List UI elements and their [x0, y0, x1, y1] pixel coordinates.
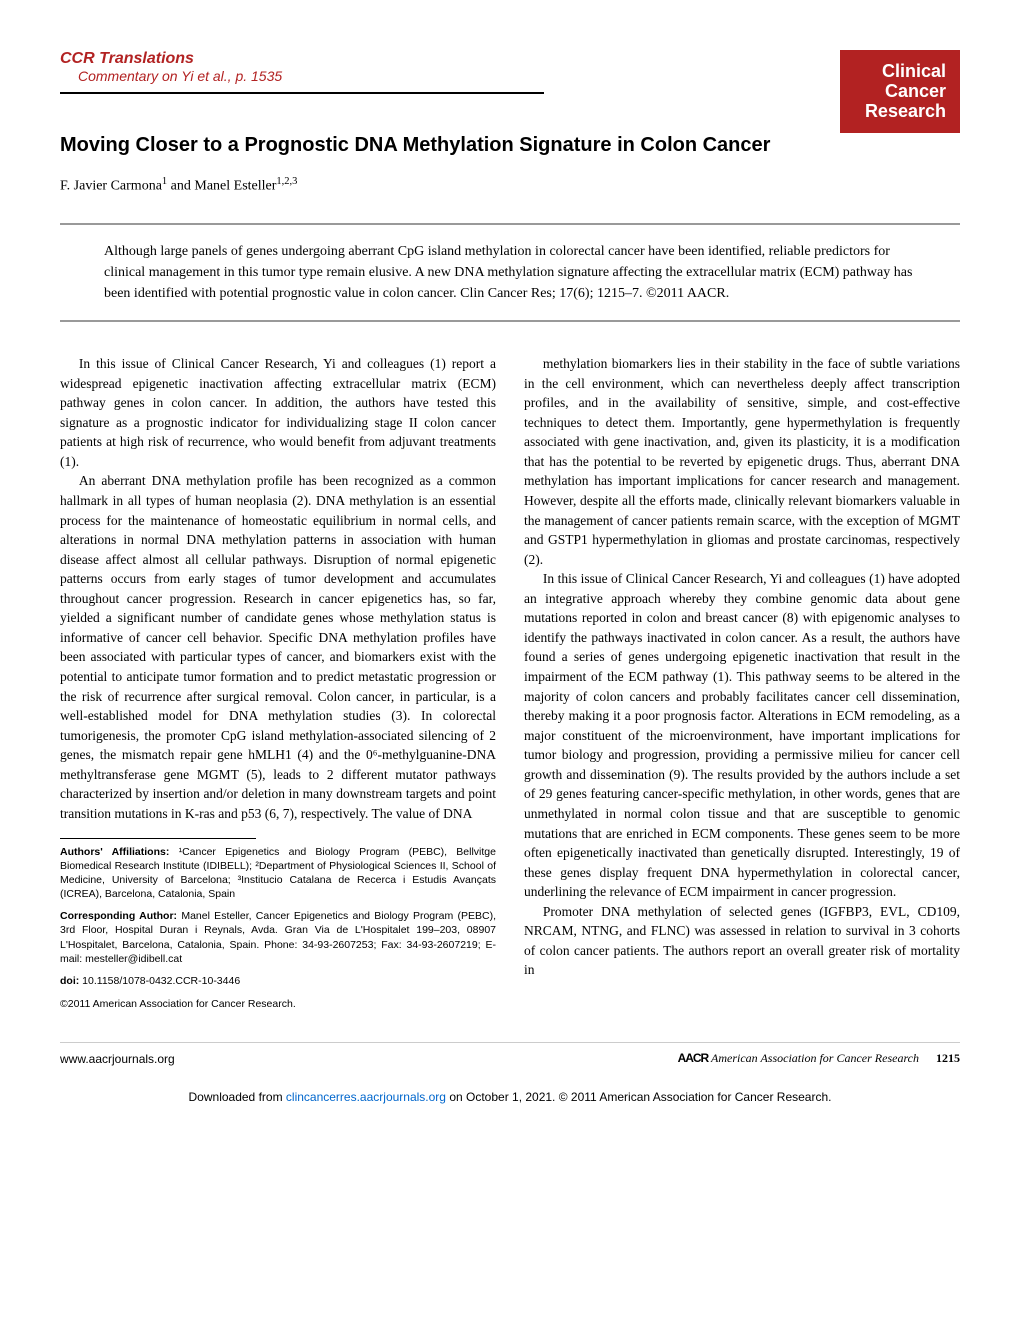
- abstract-box: Although large panels of genes undergoin…: [60, 223, 960, 322]
- body-paragraph: In this issue of Clinical Cancer Researc…: [60, 354, 496, 471]
- body-paragraph: In this issue of Clinical Cancer Researc…: [524, 569, 960, 902]
- affiliations-block: Authors' Affiliations: ¹Cancer Epigeneti…: [60, 845, 496, 902]
- corresponding-block: Corresponding Author: Manel Esteller, Ca…: [60, 909, 496, 966]
- affil-sup-2: 1,2,3: [276, 176, 297, 187]
- header-left: CCR Translations Commentary on Yi et al.…: [60, 50, 840, 106]
- copyright-line: ©2011 American Association for Cancer Re…: [60, 997, 496, 1012]
- top-rule: [60, 92, 544, 94]
- author-1: F. Javier Carmona: [60, 179, 162, 194]
- affiliations-label: Authors' Affiliations:: [60, 846, 169, 858]
- header-row: CCR Translations Commentary on Yi et al.…: [60, 50, 960, 133]
- footer-right: AACR American Association for Cancer Res…: [678, 1051, 960, 1066]
- logo-line-2: Cancer: [854, 82, 946, 102]
- footer-url: www.aacrjournals.org: [60, 1052, 175, 1066]
- body-paragraph: Promoter DNA methylation of selected gen…: [524, 902, 960, 980]
- doi-block: doi: 10.1158/1078-0432.CCR-10-3446: [60, 974, 496, 989]
- page-footer: www.aacrjournals.org AACR American Assoc…: [60, 1042, 960, 1066]
- download-bar: Downloaded from clincancerres.aacrjourna…: [60, 1090, 960, 1116]
- right-column: methylation biomarkers lies in their sta…: [524, 354, 960, 1012]
- commentary-link: Commentary on Yi et al., p. 1535: [78, 68, 840, 84]
- journal-logo: Clinical Cancer Research: [840, 50, 960, 133]
- corresponding-label: Corresponding Author:: [60, 910, 177, 922]
- doi-label: doi:: [60, 975, 79, 987]
- body-paragraph: An aberrant DNA methylation profile has …: [60, 471, 496, 823]
- author-and: and Manel Esteller: [167, 179, 276, 194]
- download-link[interactable]: clincancerres.aacrjournals.org: [286, 1090, 446, 1104]
- aacr-mark: AACR: [678, 1051, 709, 1065]
- doi-value: 10.1158/1078-0432.CCR-10-3446: [79, 975, 240, 987]
- aacr-org-name: American Association for Cancer Research: [711, 1051, 919, 1065]
- download-prefix: Downloaded from: [189, 1090, 286, 1104]
- body-paragraph: methylation biomarkers lies in their sta…: [524, 354, 960, 569]
- affiliation-rule: [60, 838, 256, 839]
- logo-line-1: Clinical: [854, 62, 946, 82]
- left-column: In this issue of Clinical Cancer Researc…: [60, 354, 496, 1012]
- journal-section: CCR Translations: [60, 50, 840, 68]
- article-title: Moving Closer to a Prognostic DNA Methyl…: [60, 133, 780, 158]
- abstract-text: Although large panels of genes undergoin…: [104, 244, 912, 301]
- aacr-org-text: American Association for Cancer Research: [711, 1051, 919, 1065]
- page-number: 1215: [936, 1051, 960, 1065]
- download-suffix: on October 1, 2021. © 2011 American Asso…: [446, 1090, 832, 1104]
- logo-line-3: Research: [854, 102, 946, 122]
- body-columns: In this issue of Clinical Cancer Researc…: [60, 354, 960, 1012]
- authors-line: F. Javier Carmona1 and Manel Esteller1,2…: [60, 176, 960, 195]
